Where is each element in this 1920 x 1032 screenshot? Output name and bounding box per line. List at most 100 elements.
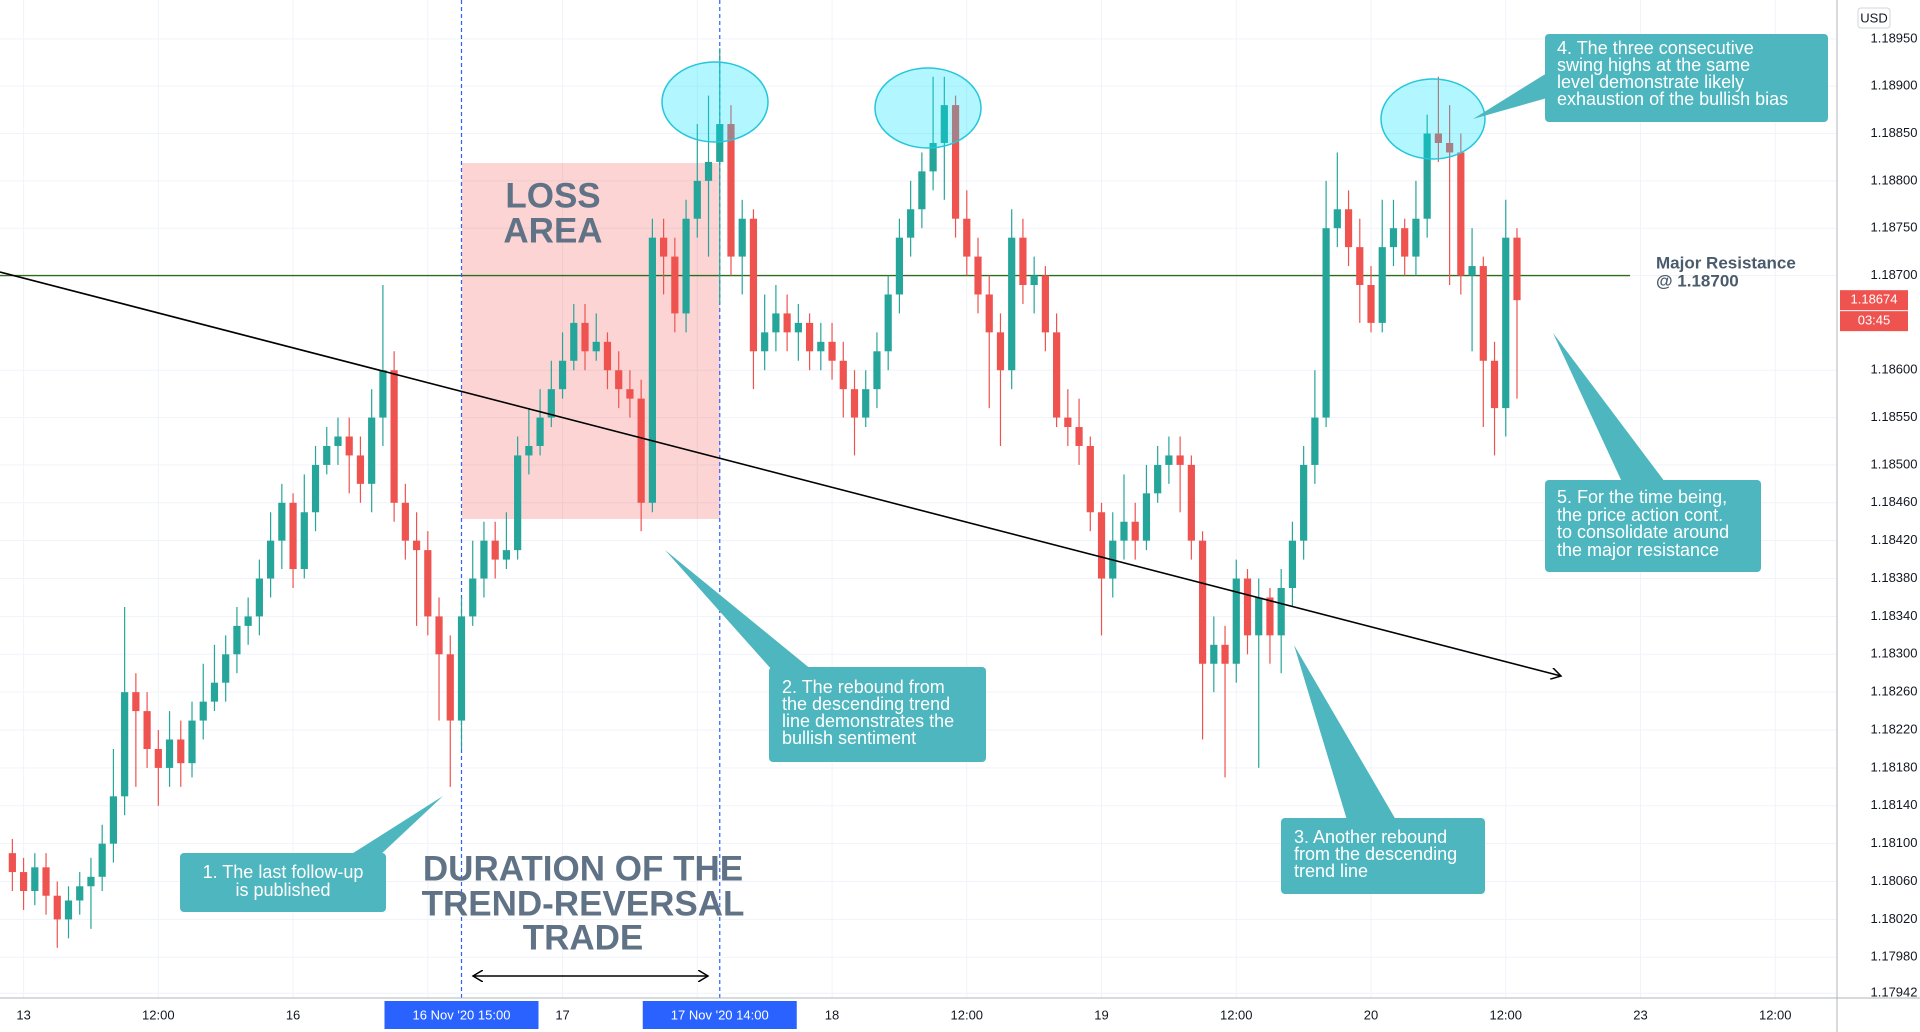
candle-body xyxy=(839,360,847,390)
candle-body xyxy=(648,237,656,503)
candle-body xyxy=(940,105,948,143)
callout-text: level demonstrate likely xyxy=(1557,72,1744,92)
candle-body xyxy=(951,105,960,219)
callout-box xyxy=(180,853,386,912)
candle-body xyxy=(323,445,331,465)
y-tick-label: 1.18220 xyxy=(1871,721,1918,736)
candle-body xyxy=(356,455,365,484)
candle-body xyxy=(873,351,881,390)
candle-body xyxy=(1446,142,1454,153)
candle-body xyxy=(233,625,241,655)
y-tick-label: 1.18060 xyxy=(1871,873,1918,888)
candle-body xyxy=(1019,237,1027,286)
candle-body xyxy=(379,370,387,418)
callout-text: 2. The rebound from xyxy=(782,677,945,697)
callout-text: from the descending xyxy=(1294,844,1457,864)
candle-body xyxy=(817,341,825,352)
callout-pointer xyxy=(1473,73,1547,119)
x-tick-label: 12:00 xyxy=(951,1007,984,1022)
candle-body xyxy=(1311,417,1319,465)
candle-body xyxy=(592,341,600,352)
y-tick-label: 1.18020 xyxy=(1871,911,1918,926)
x-tick-label: 23 xyxy=(1633,1007,1647,1022)
candle-body xyxy=(412,540,421,551)
candle-body xyxy=(87,876,95,887)
candle-body xyxy=(974,256,982,295)
candle-body xyxy=(1221,644,1229,664)
candle-body xyxy=(603,341,612,371)
candle-body xyxy=(1142,493,1151,541)
candle-body xyxy=(794,322,802,333)
candle-body xyxy=(1490,360,1499,409)
callout-pointer xyxy=(350,796,443,855)
candle-body xyxy=(1187,464,1195,541)
candle-body xyxy=(1468,266,1476,276)
candle-body xyxy=(188,720,196,764)
candle-body xyxy=(1210,644,1218,664)
duration-label: DURATION OF THE xyxy=(423,849,743,888)
candle-body xyxy=(783,313,791,333)
y-tick-label: 1.18500 xyxy=(1871,456,1918,471)
candle-body xyxy=(267,540,275,579)
y-tick-label: 1.18340 xyxy=(1871,608,1918,623)
y-tick-label: 1.18900 xyxy=(1871,78,1918,93)
trend-line xyxy=(0,271,1561,676)
x-tick-label: 13 xyxy=(16,1007,30,1022)
candle-body xyxy=(244,616,252,626)
callout-box xyxy=(1545,480,1761,572)
y-tick-label: 1.18950 xyxy=(1871,30,1918,45)
callout-text: swing highs at the same xyxy=(1557,55,1750,75)
callout-box xyxy=(1545,34,1828,122)
time-axis xyxy=(0,998,1920,1032)
swing-high-ellipse xyxy=(661,61,769,143)
loss-area-label: AREA xyxy=(503,211,602,250)
candle-body xyxy=(1356,247,1364,286)
candle-body xyxy=(581,322,589,352)
candle-body xyxy=(53,895,61,920)
x-tick-label: 18 xyxy=(825,1007,839,1022)
callout-pointer xyxy=(1553,333,1665,482)
swing-high-ellipse xyxy=(1380,78,1486,160)
candle-body xyxy=(401,502,409,541)
candle-body xyxy=(64,900,73,920)
candle-body xyxy=(289,502,297,570)
y-tick-label: 1.18550 xyxy=(1871,409,1918,424)
y-tick-label: 1.18260 xyxy=(1871,684,1918,699)
y-tick-label: 1.18180 xyxy=(1871,759,1918,774)
candle-body xyxy=(8,853,16,873)
candle-body xyxy=(704,161,713,181)
candle-body xyxy=(1502,237,1510,409)
candles xyxy=(8,48,1521,948)
candle-body xyxy=(31,867,39,892)
candle-body xyxy=(1333,209,1341,229)
callout-text: the price action cont. xyxy=(1557,505,1723,525)
candle-body xyxy=(143,711,151,749)
candle-body xyxy=(1344,209,1353,248)
y-tick-label: 1.18460 xyxy=(1871,494,1918,509)
candle-body xyxy=(1300,464,1308,541)
candle-body xyxy=(884,294,892,352)
candle-body xyxy=(1255,597,1263,636)
callout-text: bullish sentiment xyxy=(782,728,916,748)
candle-body xyxy=(660,237,668,257)
y-tick-label: 1.18800 xyxy=(1871,172,1918,187)
candle-body xyxy=(255,578,263,617)
candle-body xyxy=(199,701,207,721)
currency: USD xyxy=(1860,10,1887,25)
candle-body xyxy=(1378,247,1386,323)
candle-body xyxy=(727,124,735,257)
candle-body xyxy=(1434,133,1442,143)
candle-body xyxy=(98,843,106,877)
resistance-label: Major Resistance xyxy=(1656,253,1796,272)
candle-body xyxy=(1165,455,1173,465)
candle-body xyxy=(1479,266,1487,361)
duration-label: TRADE xyxy=(523,918,644,957)
candle-body xyxy=(749,218,758,352)
y-tick-label: 1.18750 xyxy=(1871,220,1918,235)
callout-text: the descending trend xyxy=(782,694,950,714)
swing-high-ellipse xyxy=(874,67,982,149)
x-tick-label: 20 xyxy=(1364,1007,1378,1022)
marker-label: 17 Nov '20 14:00 xyxy=(671,1007,769,1022)
x-tick-label: 17 xyxy=(555,1007,569,1022)
